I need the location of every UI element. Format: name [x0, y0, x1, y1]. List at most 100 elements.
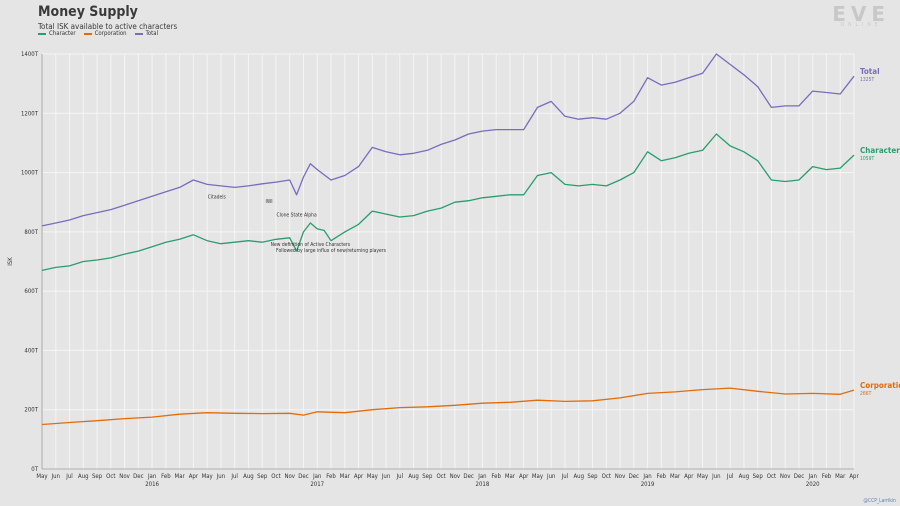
- x-tick-label: Nov: [780, 473, 791, 480]
- series-end-value-corporation: 266T: [860, 391, 872, 397]
- legend-label-character: Character: [49, 30, 76, 37]
- x-tick-label: Jan: [808, 473, 817, 480]
- x-tick-label: Apr: [354, 473, 364, 480]
- x-tick-label: Nov: [119, 473, 130, 480]
- x-tick-label: Feb: [161, 473, 171, 480]
- x-year-label: 2018: [476, 481, 490, 488]
- logo-wordmark: EVE: [832, 2, 890, 26]
- x-tick-label: Dec: [629, 473, 639, 480]
- x-tick-label: Jan: [147, 473, 156, 480]
- x-tick-label: Apr: [684, 473, 694, 480]
- x-tick-label: Mar: [175, 473, 186, 480]
- series-end-name-character: Character: [860, 146, 900, 155]
- x-tick-label: Jan: [312, 473, 321, 480]
- x-tick-label: May: [202, 473, 214, 480]
- x-tick-label: Jul: [396, 473, 404, 480]
- x-tick-label: Apr: [189, 473, 199, 480]
- author-credit: @CCP_Larrikin: [863, 498, 896, 504]
- y-tick-label: 1200T: [21, 110, 39, 117]
- legend-label-corporation: Corporation: [94, 30, 127, 37]
- y-tick-label: 1000T: [21, 170, 39, 177]
- x-tick-label: Jul: [65, 473, 73, 480]
- x-tick-label: Jan: [642, 473, 651, 480]
- legend-item-total: Total: [134, 30, 159, 37]
- annotation-label: Clone State Alpha: [276, 212, 317, 218]
- y-tick-label: 400T: [24, 347, 38, 354]
- series-line-corporation: [41, 387, 855, 426]
- x-tick-label: Feb: [657, 473, 667, 480]
- x-tick-label: Apr: [849, 473, 859, 480]
- x-tick-label: Jun: [381, 473, 390, 480]
- x-tick-label: Dec: [794, 473, 804, 480]
- y-tick-label: 0T: [31, 466, 38, 473]
- legend-label-total: Total: [145, 30, 159, 37]
- x-tick-label: Apr: [519, 473, 529, 480]
- series-line-total: [41, 53, 855, 227]
- series-end-name-corporation: Corporation: [860, 381, 900, 390]
- logo-subtext: ONLINE: [840, 22, 882, 28]
- x-tick-label: May: [36, 473, 48, 480]
- x-tick-label: Mar: [340, 473, 351, 480]
- chart-subtitle: Total ISK available to active characters: [38, 22, 178, 31]
- legend-item-corporation: Corporation: [83, 30, 127, 37]
- x-tick-label: Nov: [450, 473, 461, 480]
- annotation-label: Followed by large influx of new/returnin…: [276, 248, 387, 254]
- x-tick-label: Oct: [436, 473, 445, 480]
- series-end-name-total: Total: [860, 67, 880, 76]
- x-tick-label: Jun: [216, 473, 225, 480]
- x-year-label: 2020: [806, 481, 820, 488]
- x-tick-label: Jul: [230, 473, 238, 480]
- x-tick-label: Sep: [753, 473, 764, 480]
- x-tick-label: Sep: [587, 473, 598, 480]
- x-tick-label: Mar: [670, 473, 681, 480]
- x-tick-label: Aug: [739, 473, 750, 480]
- x-tick-label: Jun: [711, 473, 720, 480]
- series-line-character: [41, 133, 855, 272]
- legend-swatch-corporation: [83, 32, 92, 35]
- series-end-value-total: 1325T: [860, 77, 874, 83]
- x-tick-label: Nov: [615, 473, 626, 480]
- x-tick-label: Jul: [561, 473, 569, 480]
- x-tick-label: Dec: [133, 473, 143, 480]
- x-tick-label: May: [697, 473, 709, 480]
- y-axis-title: ISK: [7, 257, 14, 266]
- x-tick-label: Jul: [726, 473, 734, 480]
- legend-item-character: Character: [38, 30, 76, 37]
- chart-title: Money Supply: [38, 4, 138, 20]
- series-end-value-character: 1059T: [860, 156, 874, 162]
- y-tick-label: 600T: [24, 288, 38, 295]
- annotation-label: IWI: [266, 199, 273, 205]
- x-tick-label: Feb: [822, 473, 832, 480]
- x-tick-label: Mar: [835, 473, 846, 480]
- x-tick-label: Aug: [78, 473, 89, 480]
- x-tick-label: Feb: [326, 473, 336, 480]
- x-tick-label: Sep: [422, 473, 433, 480]
- x-tick-label: Dec: [463, 473, 473, 480]
- x-tick-label: Oct: [602, 473, 611, 480]
- x-tick-label: Aug: [243, 473, 254, 480]
- x-tick-label: Oct: [106, 473, 115, 480]
- x-tick-label: Aug: [573, 473, 584, 480]
- x-tick-label: Oct: [767, 473, 776, 480]
- x-tick-label: Dec: [298, 473, 308, 480]
- x-tick-label: May: [532, 473, 544, 480]
- x-tick-label: Sep: [257, 473, 268, 480]
- annotation-label: Citadels: [208, 195, 227, 201]
- x-year-label: 2016: [145, 481, 159, 488]
- y-tick-label: 200T: [24, 407, 38, 414]
- annotation-label: New definition of Active Characters: [271, 242, 351, 248]
- x-tick-label: Jun: [51, 473, 60, 480]
- y-tick-label: 1400T: [21, 51, 39, 58]
- x-tick-label: May: [367, 473, 379, 480]
- x-tick-label: Nov: [284, 473, 295, 480]
- legend-swatch-total: [134, 32, 143, 35]
- eve-online-logo: EVE ONLINE: [832, 2, 890, 28]
- y-tick-label: 800T: [24, 229, 38, 236]
- legend: Character Corporation Total: [38, 30, 158, 37]
- x-tick-label: Jun: [546, 473, 555, 480]
- x-tick-label: Sep: [92, 473, 103, 480]
- x-tick-label: Feb: [491, 473, 501, 480]
- x-year-label: 2017: [310, 481, 324, 488]
- x-tick-label: Oct: [271, 473, 280, 480]
